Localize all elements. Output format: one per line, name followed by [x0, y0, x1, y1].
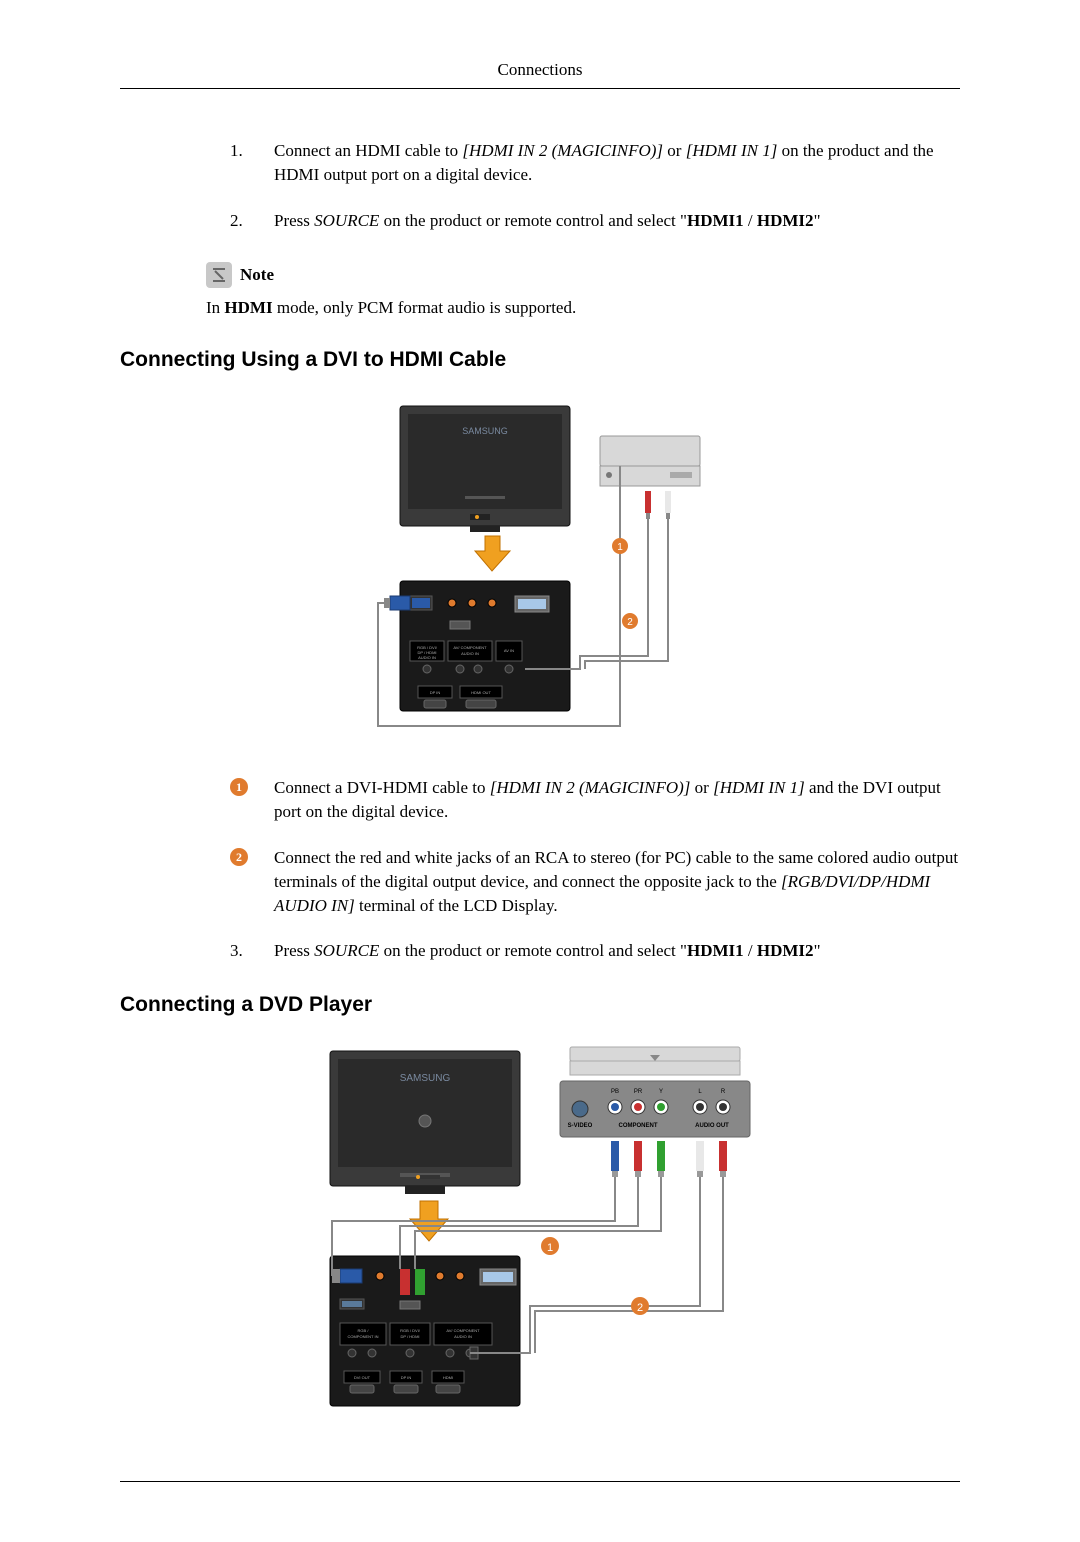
port-name: [HDMI IN 2 (MAGICINFO)] [462, 141, 663, 160]
svg-text:2: 2 [637, 1302, 643, 1314]
list-item: 3. Press SOURCE on the product or remote… [230, 939, 960, 963]
diagram-dvd: SAMSUNGS-VIDEOPBPRYCOMPONENTLRAUDIO OUTR… [320, 1041, 760, 1421]
text-fragment: " [814, 941, 821, 960]
text-fragment: " [814, 211, 821, 230]
hdmi-label: HDMI2 [757, 941, 814, 960]
svg-text:DP / HDMI: DP / HDMI [400, 1334, 419, 1339]
header-title: Connections [498, 60, 583, 79]
instruction-list-2: 1 Connect a DVI-HDMI cable to [HDMI IN 2… [230, 776, 960, 963]
svg-text:PB: PB [611, 1089, 619, 1095]
text-fragment: or [690, 778, 713, 797]
svg-text:1: 1 [617, 542, 623, 553]
svg-text:HDMI: HDMI [443, 1375, 453, 1380]
svg-text:AV/ COMPONENT: AV/ COMPONENT [446, 1328, 480, 1333]
svg-text:AV IN: AV IN [504, 648, 514, 653]
svg-text:AUDIO IN: AUDIO IN [454, 1334, 472, 1339]
list-marker: 3. [230, 939, 250, 963]
list-item: 1. Connect an HDMI cable to [HDMI IN 2 (… [230, 139, 960, 187]
list-text: Press SOURCE on the product or remote co… [274, 939, 960, 963]
svg-text:S-VIDEO: S-VIDEO [568, 1123, 593, 1129]
text-fragment: / [744, 211, 757, 230]
svg-text:AUDIO OUT: AUDIO OUT [695, 1123, 729, 1129]
text-fragment: Press [274, 211, 314, 230]
page-header: Connections [120, 60, 960, 89]
bullet-number: 1 [236, 779, 242, 796]
note-icon [206, 262, 232, 288]
list-item: 1 Connect a DVI-HDMI cable to [HDMI IN 2… [230, 776, 960, 824]
svg-text:HDMI OUT: HDMI OUT [471, 690, 491, 695]
hdmi-label: HDMI2 [757, 211, 814, 230]
svg-text:DP IN: DP IN [401, 1375, 412, 1380]
footer-rule [120, 1481, 960, 1482]
list-marker: 2. [230, 209, 250, 233]
diagram-dvi-hdmi: SAMSUNGRGB / DVI/DP / HDMIAUDIO INAV/ CO… [370, 396, 710, 736]
list-item: 2 Connect the red and white jacks of an … [230, 846, 960, 917]
text-fragment: mode, only PCM format audio is supported… [273, 298, 577, 317]
text-fragment: Connect a DVI-HDMI cable to [274, 778, 490, 797]
hdmi-label: HDMI1 [687, 941, 744, 960]
text-fragment: terminal of the LCD Display. [355, 896, 558, 915]
svg-text:RGB /: RGB / [358, 1328, 370, 1333]
text-fragment: Connect an HDMI cable to [274, 141, 462, 160]
note-text: In HDMI mode, only PCM format audio is s… [206, 298, 960, 318]
section-footer-dvd: Connecting a DVD Player [120, 993, 960, 1017]
text-fragment: In [206, 298, 224, 317]
text-fragment: Press [274, 941, 314, 960]
svg-text:SAMSUNG: SAMSUNG [400, 1073, 451, 1084]
note-label: Note [240, 265, 274, 285]
list-text: Connect a DVI-HDMI cable to [HDMI IN 2 (… [274, 776, 960, 824]
text-fragment: or [663, 141, 686, 160]
instruction-list-1: 1. Connect an HDMI cable to [HDMI IN 2 (… [230, 139, 960, 232]
source-keyword: SOURCE [314, 941, 379, 960]
svg-text:2: 2 [627, 617, 633, 628]
list-text: Connect the red and white jacks of an RC… [274, 846, 960, 917]
svg-text:AUDIO IN: AUDIO IN [418, 655, 436, 660]
svg-text:AV/ COMPONENT: AV/ COMPONENT [453, 645, 487, 650]
note-heading: Note [206, 262, 960, 288]
hdmi-mode: HDMI [224, 298, 272, 317]
svg-text:PR: PR [634, 1089, 643, 1095]
svg-text:Y: Y [659, 1089, 663, 1095]
bullet-number: 2 [236, 849, 242, 866]
port-name: [HDMI IN 2 (MAGICINFO)] [490, 778, 691, 797]
bullet-marker-1: 1 [230, 776, 250, 824]
svg-text:RGB / DVI/: RGB / DVI/ [400, 1328, 421, 1333]
list-text: Press SOURCE on the product or remote co… [274, 209, 960, 233]
section-heading-dvi-hdmi: Connecting Using a DVI to HDMI Cable [120, 348, 960, 372]
port-name: [HDMI IN 1] [686, 141, 778, 160]
bullet-marker-2: 2 [230, 846, 250, 917]
text-fragment: on the product or remote control and sel… [379, 941, 687, 960]
svg-text:COMPONENT: COMPONENT [619, 1123, 658, 1129]
source-keyword: SOURCE [314, 211, 379, 230]
list-item: 2. Press SOURCE on the product or remote… [230, 209, 960, 233]
svg-text:COMPONENT IN: COMPONENT IN [347, 1334, 378, 1339]
svg-text:DP IN: DP IN [430, 690, 441, 695]
text-fragment: / [744, 941, 757, 960]
list-marker: 1. [230, 139, 250, 187]
svg-text:1: 1 [547, 1242, 553, 1254]
svg-text:R: R [721, 1089, 726, 1095]
svg-text:SAMSUNG: SAMSUNG [462, 426, 508, 436]
text-fragment: on the product or remote control and sel… [379, 211, 687, 230]
list-text: Connect an HDMI cable to [HDMI IN 2 (MAG… [274, 139, 960, 187]
hdmi-label: HDMI1 [687, 211, 744, 230]
port-name: [HDMI IN 1] [713, 778, 805, 797]
svg-text:AUDIO IN: AUDIO IN [461, 651, 479, 656]
svg-text:DVI OUT: DVI OUT [354, 1375, 371, 1380]
